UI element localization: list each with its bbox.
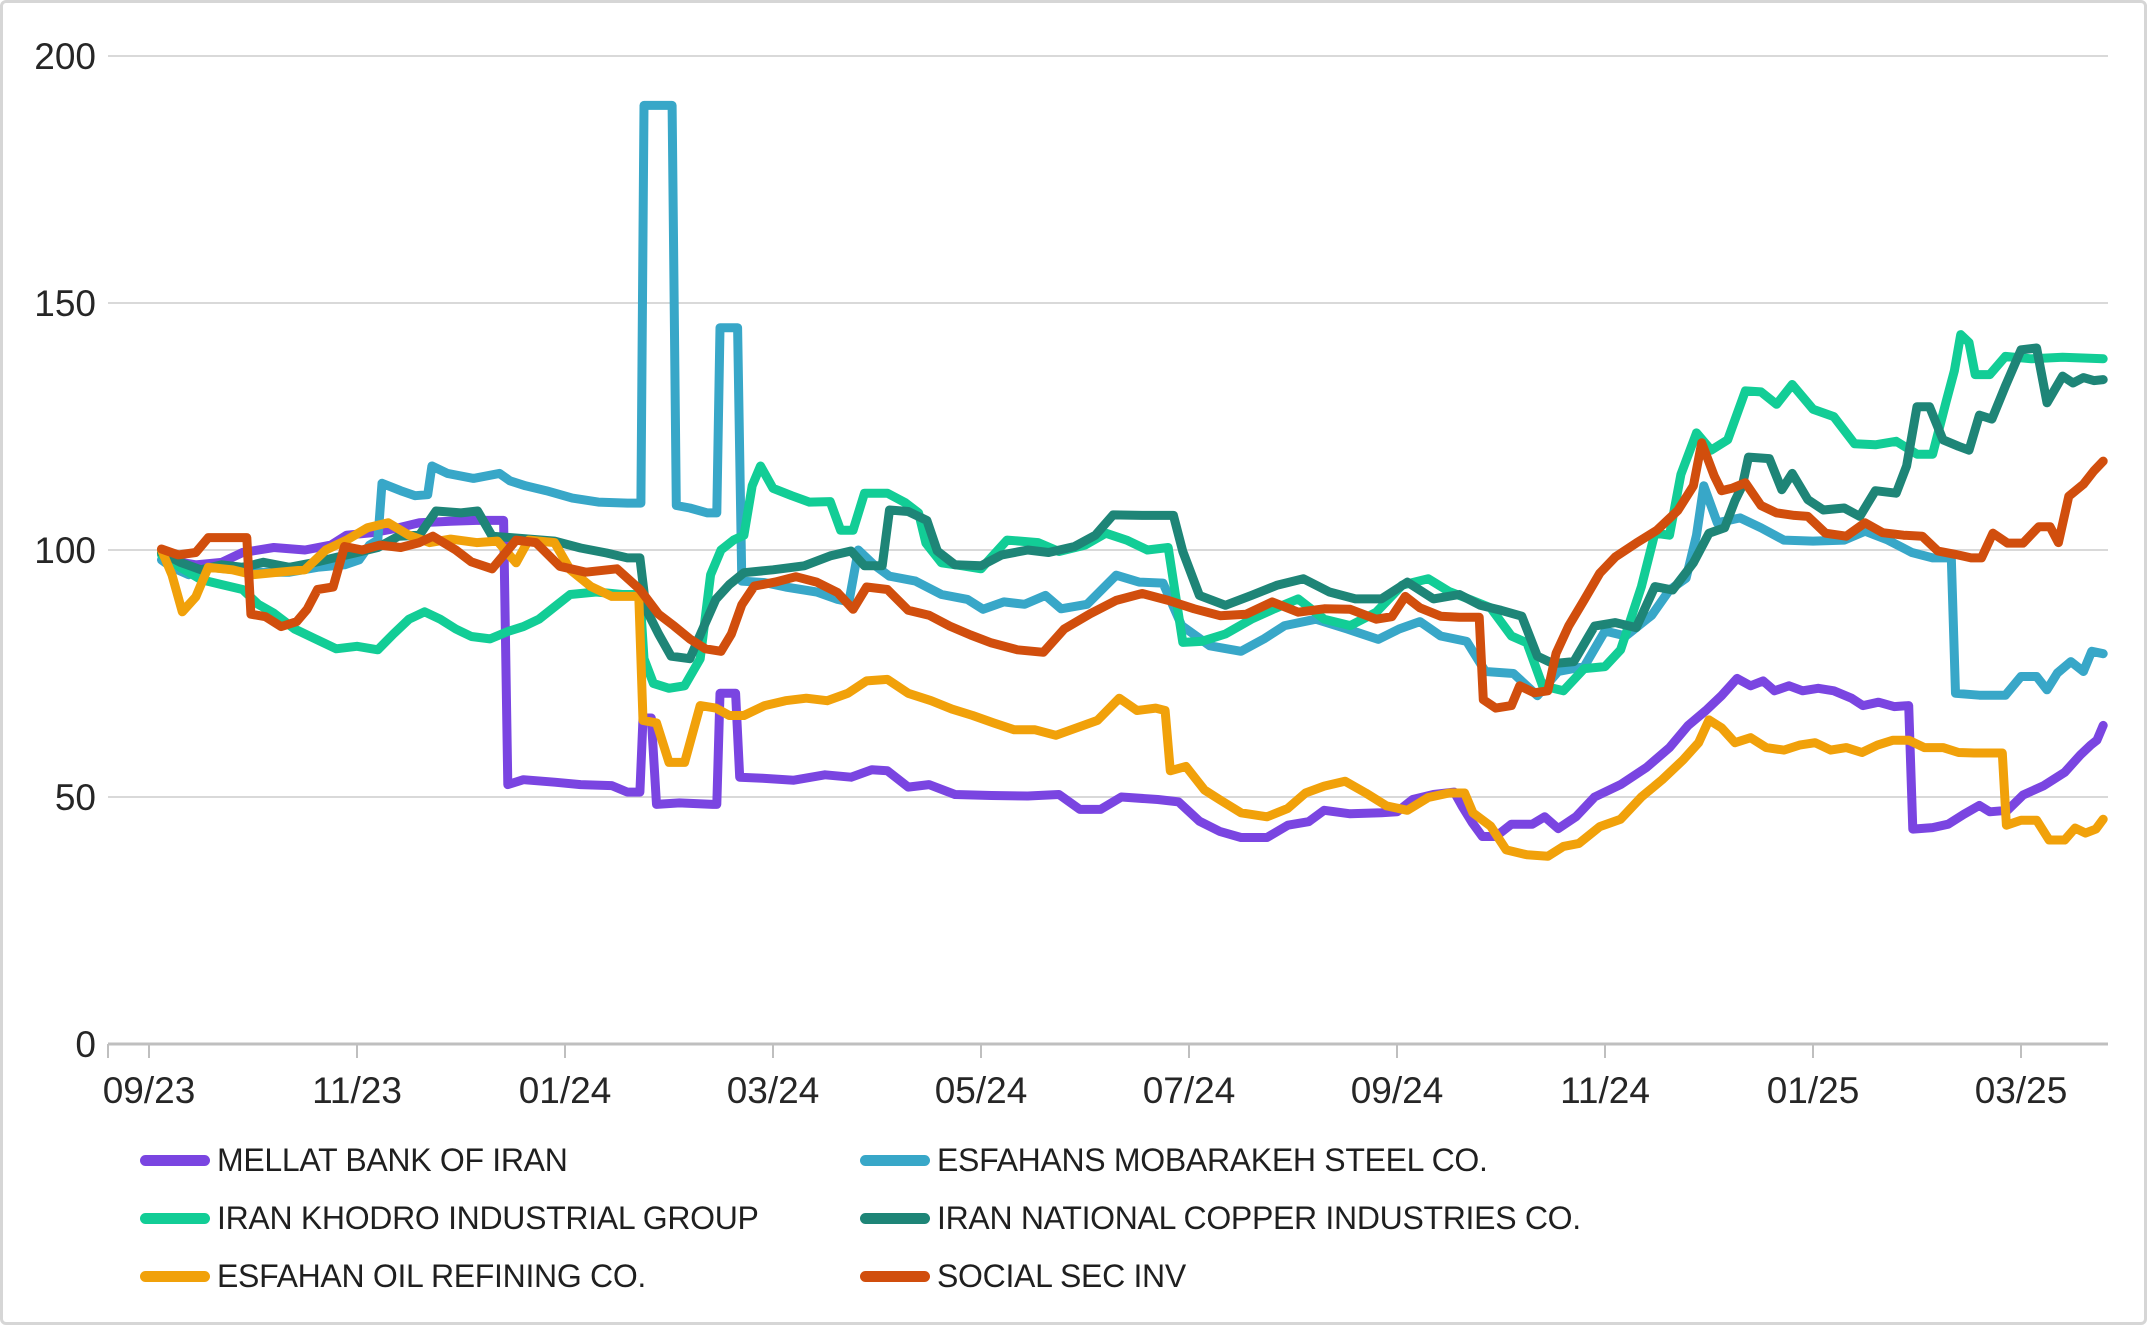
y-axis-tick-label: 200 [34,36,96,77]
legend-label: IRAN NATIONAL COPPER INDUSTRIES CO. [937,1199,1581,1236]
x-axis-tick-label: 11/24 [1560,1070,1650,1111]
y-axis-tick-label: 0 [75,1024,96,1065]
legend-item-esfahan-oil-refining-co: ESFAHAN OIL REFINING CO. [140,1247,759,1305]
series-line-social-sec-inv [157,438,2108,713]
legend-swatch-icon [140,1212,210,1224]
legend-label: IRAN KHODRO INDUSTRIAL GROUP [217,1199,759,1236]
x-axis-tick-label: 03/24 [727,1070,820,1111]
legend-swatch-icon [860,1154,930,1166]
x-axis-tick-label: 11/23 [312,1070,402,1111]
series-line-iran-national-copper-industries-co [157,343,2108,669]
y-axis-tick-label: 100 [34,530,96,571]
x-axis-tick-label: 05/24 [935,1070,1028,1111]
legend-item-iran-khodro-industrial-group: IRAN KHODRO INDUSTRIAL GROUP [140,1189,759,1247]
x-axis-tick-label: 09/23 [103,1070,196,1111]
legend-column-1: MELLAT BANK OF IRAN IRAN KHODRO INDUSTRIA… [140,1131,759,1305]
series-line-esfahans-mobarakeh-steel-co [157,100,2108,701]
x-axis-tick-label: 01/24 [519,1070,612,1111]
legend-swatch-icon [140,1270,210,1282]
legend-column-2: ESFAHANS MOBARAKEH STEEL CO. IRAN NATIONA… [860,1131,1581,1305]
series-line-esfahan-oil-refining-co [157,518,2108,861]
legend-label: ESFAHAN OIL REFINING CO. [217,1257,647,1294]
legend-label: MELLAT BANK OF IRAN [217,1141,568,1178]
legend-item-social-sec-inv: SOCIAL SEC INV [860,1247,1581,1305]
x-axis-tick-label: 01/25 [1767,1070,1860,1111]
legend-swatch-icon [860,1212,930,1224]
series-line-mellat-bank-of-iran [157,515,2108,842]
legend-item-esfahans-mobarakeh-steel-co: ESFAHANS MOBARAKEH STEEL CO. [860,1131,1581,1189]
y-axis-tick-label: 150 [34,283,96,324]
y-axis-tick-label: 50 [55,777,96,818]
legend-swatch-icon [860,1270,930,1282]
legend-label: ESFAHANS MOBARAKEH STEEL CO. [937,1141,1488,1178]
x-axis-tick-label: 07/24 [1143,1070,1236,1111]
chart-canvas: 0 50 100 150 200 09/23 11/23 01/24 03/24 05/24 07/… [34,36,2108,1111]
x-axis-tick-label: 03/25 [1975,1070,2068,1111]
x-axis-tick-label: 09/24 [1351,1070,1444,1111]
legend-item-iran-national-copper-industries-co: IRAN NATIONAL COPPER INDUSTRIES CO. [860,1189,1581,1247]
legend-label: SOCIAL SEC INV [937,1257,1186,1294]
legend-swatch-icon [140,1154,210,1166]
legend-item-mellat-bank-of-iran: MELLAT BANK OF IRAN [140,1131,759,1189]
